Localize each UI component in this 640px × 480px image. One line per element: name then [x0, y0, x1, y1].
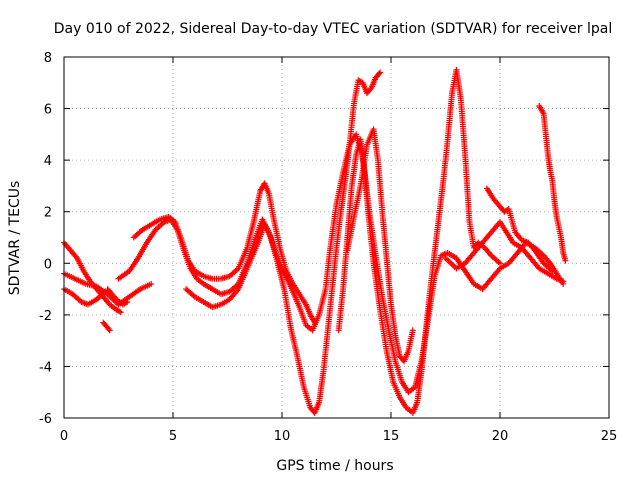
y-tick-label: 8: [44, 51, 52, 66]
x-tick-label: 15: [383, 429, 400, 444]
series-track-12: [483, 185, 556, 275]
y-tick-label: 2: [44, 206, 52, 221]
data-point: [106, 327, 113, 334]
data-marks: [61, 66, 569, 416]
data-point: [311, 319, 318, 326]
x-tick-label: 20: [492, 429, 509, 444]
x-tick-label: 10: [274, 429, 291, 444]
y-tick-labels: -6 -4 -2 0 2 4 6 8: [39, 51, 52, 427]
data-point: [497, 260, 503, 267]
y-tick-label: 0: [44, 257, 52, 272]
series-track-9: [335, 66, 503, 416]
data-point: [562, 257, 569, 264]
x-tick-label: 25: [601, 429, 618, 444]
chart-title: Day 010 of 2022, Sidereal Day-to-day VTE…: [54, 21, 612, 37]
data-point: [376, 70, 383, 77]
series-track-4: [100, 319, 113, 334]
series-track-11: [442, 219, 567, 285]
y-tick-label: -6: [39, 412, 52, 427]
data-point: [105, 326, 112, 333]
x-tick-labels: 0 5 10 15 20 25: [60, 429, 617, 444]
y-tick-label: -4: [39, 360, 52, 375]
data-point: [549, 268, 556, 275]
series-track-13: [536, 102, 569, 264]
x-tick-label: 0: [60, 429, 68, 444]
series-track-7: [130, 180, 318, 326]
data-point: [409, 327, 416, 334]
data-point: [148, 280, 155, 287]
y-axis-label: SDTVAR / TECUs: [7, 181, 23, 296]
y-tick-label: 4: [44, 154, 52, 169]
series-track-10: [344, 126, 416, 365]
data-point: [124, 298, 131, 305]
plot-frame: [63, 56, 610, 419]
y-tick-label: -2: [39, 309, 52, 324]
series-track-5: [104, 286, 131, 308]
data-point: [367, 86, 374, 93]
data-point: [377, 69, 384, 76]
x-tick-label: 5: [169, 429, 177, 444]
series-track-8: [183, 69, 384, 416]
x-axis-label: GPS time / hours: [276, 458, 393, 474]
y-tick-label: 6: [44, 103, 52, 118]
data-point: [560, 278, 567, 285]
axis-ticks: [63, 56, 610, 419]
data-point: [117, 309, 124, 316]
